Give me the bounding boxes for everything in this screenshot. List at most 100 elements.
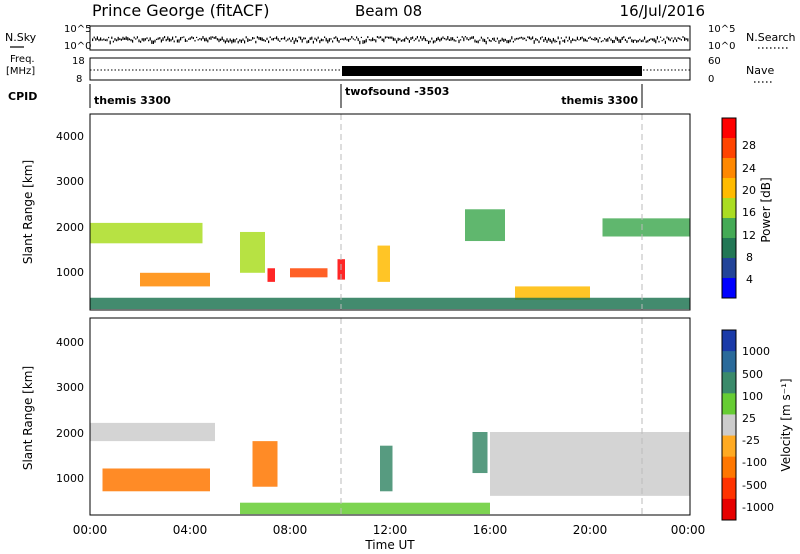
nsky-dot — [488, 39, 490, 42]
nsky-dot — [591, 37, 593, 40]
nsearch-label: N.Search — [746, 31, 796, 44]
nsky-dot — [487, 37, 489, 39]
nsky-dot — [447, 36, 449, 40]
velocity-feature-2 — [252, 441, 278, 487]
nsky-dot — [482, 38, 484, 42]
nsky-dot — [512, 40, 514, 43]
nsky-dot — [111, 36, 113, 39]
nsky-dot — [600, 40, 602, 43]
nsky-dot — [666, 36, 668, 39]
nsky-dot — [599, 37, 601, 39]
nsky-dot — [224, 40, 226, 44]
nsky-dot — [173, 40, 175, 43]
nsky-dot — [525, 39, 527, 42]
nsky-dot — [399, 38, 401, 41]
nsky-dot — [469, 37, 471, 40]
nsky-dot — [279, 40, 281, 42]
x-axis-title: Time UT — [364, 538, 415, 552]
nsky-dot — [317, 36, 319, 39]
nsky-dot — [319, 40, 321, 44]
nsky-dot — [282, 37, 284, 40]
nsky-dot — [228, 40, 230, 43]
vel-cbar-swatch-6 — [722, 456, 736, 479]
nsky-dot — [162, 37, 164, 41]
nsky-dot — [208, 37, 210, 40]
nsky-series — [92, 36, 689, 45]
nsky-dot — [658, 40, 660, 43]
nsky-dot — [335, 36, 337, 39]
vel-cbar-swatch-4 — [722, 414, 736, 437]
nsky-dot — [687, 38, 689, 42]
nsky-dot — [647, 40, 649, 43]
nsky-dot — [122, 36, 124, 40]
nsky-dot — [200, 38, 202, 41]
nsky-dot — [264, 40, 266, 42]
nsky-dot — [232, 38, 234, 43]
nsky-dot — [495, 40, 497, 42]
nsky-dot — [472, 36, 474, 39]
nsky-dot — [300, 36, 302, 40]
nsky-dot — [194, 39, 196, 42]
nsky-dot — [573, 39, 575, 41]
nsky-dot — [519, 37, 521, 39]
vel-ytick-2000: 2000 — [56, 427, 84, 440]
nsky-dot — [167, 36, 169, 41]
vel-cbar-tick-neg500: -500 — [742, 479, 767, 492]
nsky-dot — [570, 40, 572, 44]
nsky-dot — [325, 37, 327, 42]
nsky-dot — [580, 37, 582, 40]
nsky-dot — [405, 36, 407, 39]
nsky-dot — [637, 39, 639, 43]
nsky-dot — [181, 36, 183, 39]
vel-ytick-4000: 4000 — [56, 336, 84, 349]
xtick-2400: 00:00 — [671, 523, 706, 537]
nsearch-tick-bottom: 10^0 — [708, 41, 735, 52]
xtick-1200: 12:00 — [373, 523, 408, 537]
nsky-dot — [164, 36, 166, 39]
nsky-dot — [160, 39, 162, 43]
power-ylabel: Slant Range [km] — [21, 160, 35, 264]
nave-block — [342, 66, 642, 76]
nsky-dot — [271, 38, 273, 41]
nsky-dot — [607, 38, 609, 42]
power-cbar-label: Power [dB] — [759, 177, 773, 242]
nsky-dot — [175, 36, 177, 38]
freq-label-line1: Freq. — [10, 54, 35, 65]
nsearch-tick-top: 10^5 — [708, 24, 735, 35]
nsky-dot — [410, 37, 412, 41]
freq-strip: Freq. [MHz] 18 8 60 0 Nave — [6, 54, 774, 85]
nsky-dot — [548, 37, 550, 41]
nsky-dot — [624, 38, 626, 41]
nsky-dot — [680, 39, 682, 41]
power-feature-1 — [140, 272, 210, 287]
nsky-dot — [536, 39, 538, 41]
nsky-dot — [351, 36, 353, 39]
nsky-dot — [376, 36, 378, 38]
power-frame — [89, 113, 691, 311]
nsky-dot — [215, 36, 217, 39]
nsky-dot — [176, 39, 178, 43]
nsky-dot — [127, 37, 129, 41]
nsky-dot — [263, 38, 265, 42]
power-cbar-swatch-2 — [722, 158, 736, 179]
nsky-dot — [455, 40, 457, 42]
nsky-dot — [183, 36, 185, 38]
nsky-dot — [295, 37, 297, 42]
nsky-dot — [212, 36, 214, 38]
nsky-dot — [476, 40, 478, 43]
freq-frame — [89, 57, 691, 81]
nsky-dot — [157, 37, 159, 40]
nsky-dot — [517, 37, 519, 40]
nsky-dot — [567, 39, 569, 42]
nsky-dot — [575, 39, 577, 42]
nsky-dot — [101, 39, 103, 41]
nsky-dot — [484, 38, 486, 43]
nsky-dot — [276, 36, 278, 40]
nsky-dot — [375, 39, 377, 43]
velocity-feature-1 — [90, 422, 215, 442]
nsky-dot — [674, 37, 676, 40]
nsky-dot — [453, 39, 455, 42]
nsky-dot — [133, 36, 135, 39]
nsky-dot — [392, 37, 394, 41]
vel-cbar-ticks: 1000 500 100 25 -25 -100 -500 -1000 — [742, 345, 774, 514]
